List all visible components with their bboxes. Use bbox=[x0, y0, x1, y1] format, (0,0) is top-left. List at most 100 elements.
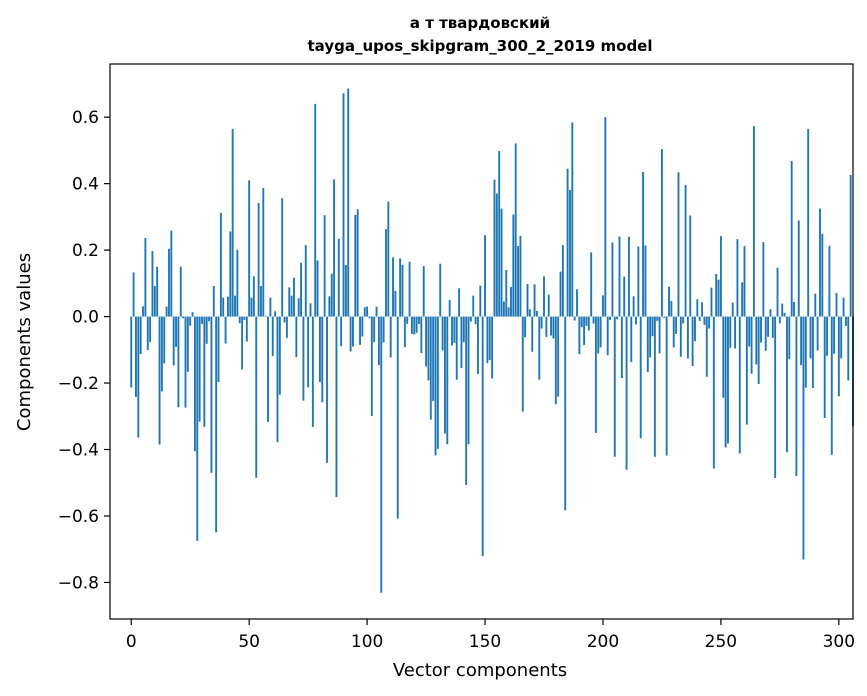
bar bbox=[222, 297, 225, 317]
bar bbox=[385, 229, 387, 317]
bar bbox=[226, 296, 229, 317]
bar bbox=[262, 187, 265, 317]
bar bbox=[248, 180, 251, 317]
bar bbox=[295, 316, 298, 358]
bar bbox=[668, 286, 670, 317]
bar bbox=[795, 316, 798, 477]
bar bbox=[168, 248, 170, 317]
bar bbox=[160, 316, 163, 392]
bar bbox=[234, 295, 236, 317]
bar bbox=[446, 316, 449, 445]
bar bbox=[649, 316, 652, 358]
bar bbox=[587, 316, 590, 331]
bar bbox=[620, 316, 623, 379]
bar bbox=[698, 316, 701, 321]
bar bbox=[318, 316, 321, 383]
bar bbox=[505, 270, 508, 317]
bar bbox=[465, 316, 468, 486]
bar bbox=[696, 299, 699, 317]
chart-title: а т твардовский bbox=[410, 14, 550, 32]
bar bbox=[146, 316, 149, 351]
bar bbox=[186, 316, 189, 372]
bar bbox=[403, 316, 406, 348]
y-tick-label: 0.2 bbox=[72, 241, 99, 261]
x-axis-label: Vector components bbox=[393, 660, 567, 681]
bar bbox=[635, 316, 637, 325]
bar bbox=[441, 316, 444, 351]
bar bbox=[734, 316, 737, 349]
bar bbox=[493, 179, 496, 317]
plot-area-frame bbox=[109, 63, 854, 620]
bar bbox=[811, 316, 814, 389]
bar bbox=[278, 316, 281, 395]
bar bbox=[448, 299, 451, 317]
bar bbox=[229, 231, 232, 317]
bar bbox=[724, 316, 727, 448]
bar bbox=[215, 316, 218, 533]
bar bbox=[569, 189, 571, 317]
bar bbox=[712, 316, 715, 469]
bar bbox=[243, 316, 246, 320]
bar bbox=[847, 316, 850, 381]
bar bbox=[427, 316, 430, 381]
bar bbox=[625, 316, 628, 470]
bar bbox=[578, 316, 581, 355]
bar bbox=[255, 316, 258, 478]
bar bbox=[231, 128, 234, 317]
bar bbox=[807, 129, 810, 317]
bar bbox=[545, 316, 548, 337]
bar bbox=[616, 316, 619, 320]
bar bbox=[330, 273, 333, 317]
y-tick-label: −0.6 bbox=[58, 507, 99, 527]
bar bbox=[323, 215, 326, 317]
bar bbox=[701, 302, 703, 317]
bar bbox=[177, 316, 180, 408]
bar bbox=[828, 245, 831, 317]
bar bbox=[179, 266, 182, 317]
bar bbox=[498, 151, 501, 317]
bar bbox=[474, 316, 477, 325]
bar bbox=[764, 316, 767, 351]
bar bbox=[748, 316, 751, 347]
bar bbox=[191, 312, 194, 317]
bar bbox=[130, 316, 133, 388]
bar bbox=[665, 316, 668, 456]
bar bbox=[175, 316, 177, 347]
bar bbox=[182, 316, 185, 319]
bar bbox=[580, 316, 583, 328]
bar bbox=[165, 306, 168, 317]
bar bbox=[481, 316, 484, 557]
bar bbox=[835, 292, 838, 317]
bar bbox=[290, 295, 293, 317]
bar bbox=[613, 316, 616, 457]
bar bbox=[451, 316, 453, 346]
bar bbox=[710, 287, 713, 317]
bar bbox=[786, 316, 788, 453]
bar bbox=[514, 143, 517, 317]
bar bbox=[752, 126, 755, 317]
bar bbox=[210, 316, 213, 473]
bar bbox=[689, 215, 692, 317]
bar bbox=[627, 236, 630, 317]
bar bbox=[521, 316, 524, 412]
bar bbox=[510, 287, 512, 317]
bar bbox=[609, 316, 611, 320]
bar bbox=[408, 261, 411, 317]
bar bbox=[193, 316, 196, 452]
bar bbox=[172, 316, 175, 366]
bar bbox=[823, 316, 826, 418]
bar bbox=[458, 288, 461, 317]
bar bbox=[561, 245, 564, 317]
bar bbox=[300, 262, 302, 317]
bar bbox=[722, 316, 725, 398]
bar bbox=[830, 316, 833, 455]
bar bbox=[528, 309, 531, 317]
chart-subtitle: tayga_upos_skipgram_300_2_2019 model bbox=[308, 37, 653, 55]
x-tick-label: 0 bbox=[126, 632, 137, 652]
bar bbox=[727, 316, 729, 444]
bar bbox=[469, 316, 472, 322]
bar bbox=[467, 316, 470, 445]
bar bbox=[349, 316, 352, 352]
bar bbox=[675, 316, 678, 334]
bar bbox=[557, 316, 560, 397]
